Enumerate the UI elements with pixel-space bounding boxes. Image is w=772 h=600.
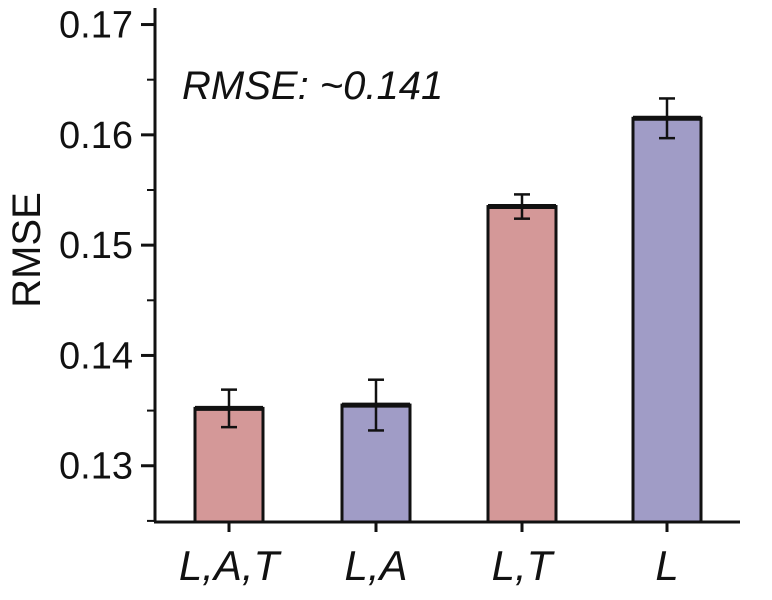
bar (631, 116, 703, 524)
x-category-label: L,A,T (179, 542, 283, 589)
x-categories-layer: L,A,T L,A L,T L (179, 522, 679, 589)
y-tick-label: 0.15 (59, 225, 133, 267)
y-ticks-layer: 0.13 0.14 0.15 0.16 0.17 (59, 5, 155, 522)
rmse-annotation: RMSE: ~0.141 (182, 64, 443, 108)
y-axis-title: RMSE (5, 192, 49, 308)
x-category-label: L (655, 542, 678, 589)
x-category-label: L,A (344, 542, 407, 589)
y-tick-label: 0.16 (59, 115, 133, 157)
bars-layer (193, 97, 703, 524)
y-tick-label: 0.17 (59, 5, 133, 47)
bar (486, 205, 558, 524)
y-tick-label: 0.14 (59, 335, 133, 377)
x-category-label: L,T (492, 542, 556, 589)
y-tick-label: 0.13 (59, 446, 133, 488)
